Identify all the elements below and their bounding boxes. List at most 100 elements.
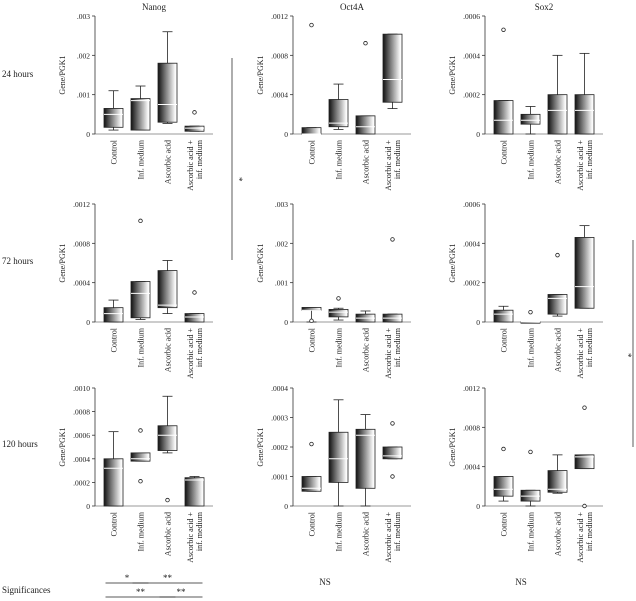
panel-7-xtick-label-inf-medium: Inf. medium: [137, 511, 146, 551]
charts-layer: Nanog 0 .001 .002 .003 Gene/PGK1 Control Inf. m…: [58, 2, 603, 563]
panel-7-ytick-label-4: .0008: [73, 408, 90, 417]
panel-1-title: Nanog: [142, 2, 166, 12]
panel-2-iqr-control: [301, 127, 322, 135]
panel-4-ytick-label-1: .0004: [73, 279, 90, 288]
panel-7-xtick-label-ascorbic-acid-inf-medium-1: inf. medium: [195, 511, 204, 551]
panel-7-xtick-label-ascorbic-acid-inf-medium-0: Ascorbic acid +: [186, 512, 195, 563]
panel-4-iqr-inf-medium: [130, 281, 151, 319]
panel-7-xtick-label-ascorbic-acid: Ascorbic acid: [164, 512, 173, 556]
panel-4-iqr-control: [103, 307, 124, 323]
panel-9-ytick-label-1: .0004: [463, 463, 480, 472]
panel-9-iqr-control: [493, 476, 514, 497]
panel-7-outlier-ascorbic-acid-0: [165, 497, 170, 503]
panel-6-xtick-label-ascorbic-acid-inf-medium-0: Ascorbic acid +: [576, 328, 585, 379]
panel-2-xtick-label-control: Control: [308, 139, 317, 164]
panel-8-ytick-label-0: 0: [284, 502, 288, 511]
panel-7-iqr-ascorbic-acid-inf-medium: [184, 477, 205, 507]
panel-9-box-ascorbic-acid-inf-medium: [574, 405, 595, 509]
panel-5-box-ascorbic-acid: [355, 310, 376, 323]
panel-2-ytick-label-0: 0: [284, 130, 288, 139]
panel-7-xtick-label-control: Control: [110, 511, 119, 536]
panel-3-xtick-label-ascorbic-acid-inf-medium-0: Ascorbic acid +: [576, 140, 585, 191]
panel-9-ytick-label-2: .0008: [463, 423, 480, 432]
significance-brackets: * **** **: [105, 573, 203, 598]
panel-3-iqr-control: [493, 100, 514, 135]
panel-2-box-ascorbic-acid-inf-medium: [382, 33, 403, 109]
panel-8-outlier-control-0: [309, 441, 314, 447]
panel-3-ytick-label-1: .0002: [463, 91, 480, 100]
panel-9-ylabel: Gene/PGK1: [448, 427, 457, 466]
panel-4-box-control: [103, 299, 124, 323]
panel-9-iqr-ascorbic-acid-inf-medium: [574, 454, 595, 470]
panel-3-box-ascorbic-acid-inf-medium: [574, 52, 595, 135]
panel-4-box-ascorbic-acid: [157, 260, 178, 314]
panel-7-box-ascorbic-acid: [157, 395, 178, 503]
panel-5-box-control: [301, 307, 322, 324]
panel-5-box-ascorbic-acid-inf-medium: [382, 237, 403, 323]
panel-9-xtick-label-ascorbic-acid: Ascorbic acid: [554, 512, 563, 556]
panel-6-outlier-inf-medium-0: [528, 309, 533, 315]
panel-8-xtick-label-ascorbic-acid-inf-medium-1: inf. medium: [393, 511, 402, 551]
panel-8-ytick-label-1: .0001: [271, 473, 288, 482]
panel-7-ylabel: Gene/PGK1: [58, 427, 67, 466]
panel-6-ylabel: Gene/PGK1: [448, 243, 457, 282]
panel-3-ytick-label-3: .0006: [463, 12, 480, 21]
oct4a-significance: NS: [319, 577, 331, 587]
panel-2-box-inf-medium: [328, 83, 349, 130]
panel-6-ytick-label-1: .0002: [463, 279, 480, 288]
panel-1-box-control: [103, 90, 124, 131]
panel-3-xtick-label-inf-medium: Inf. medium: [527, 139, 536, 179]
panel-5: 0 .001 .002 .003 Gene/PGK1 Control Inf. medium…: [256, 200, 411, 379]
panel-1-xtick-label-ascorbic-acid: Ascorbic acid: [164, 140, 173, 184]
panel-3-xtick-label-ascorbic-acid-inf-medium-1: inf. medium: [585, 139, 594, 179]
panel-3-xtick-label-control: Control: [500, 139, 509, 164]
panel-6-outlier-ascorbic-acid-0: [555, 252, 560, 258]
panel-5-xtick-label-inf-medium: Inf. medium: [335, 327, 344, 367]
panel-5-xtick-label-control: Control: [308, 327, 317, 352]
panel-8-iqr-ascorbic-acid: [355, 428, 376, 489]
panel-6-xtick-label-ascorbic-acid-inf-medium-1: inf. medium: [585, 327, 594, 367]
panel-8-outlier-ascorbic-acid-inf-medium-0: [390, 421, 395, 426]
panel-8: 0 .0001 .0002 .0003 .0004 Gene/PGK1 Control Inf…: [256, 384, 411, 563]
panel-3-box-inf-medium: [520, 106, 541, 135]
panel-2-outlier-control-0: [309, 22, 314, 28]
panel-9-outlier-ascorbic-acid-inf-medium-1: [582, 503, 587, 509]
panel-7-outlier-inf-medium-0: [138, 428, 143, 433]
panel-2-iqr-ascorbic-acid-inf-medium: [382, 33, 403, 103]
panel-9-ytick-label-0: 0: [476, 502, 480, 511]
panel-7-iqr-inf-medium: [130, 452, 151, 462]
panel-8-xtick-label-inf-medium: Inf. medium: [335, 511, 344, 551]
panel-1-outlier-ascorbic-acid-inf-medium-0: [192, 110, 197, 115]
panel-5-iqr-inf-medium: [328, 309, 349, 318]
panel-2-box-ascorbic-acid: [355, 41, 376, 135]
row-label-24h: 24 hours: [2, 69, 34, 79]
panel-9: 0 .0004 .0008 .0012 Gene/PGK1 Control Inf. med…: [448, 384, 603, 563]
panel-4-xtick-label-control: Control: [110, 327, 119, 352]
panel-1-ytick-label-1: .001: [77, 91, 90, 100]
panel-8-ytick-label-4: .0004: [271, 384, 288, 393]
panel-9-outlier-ascorbic-acid-inf-medium-0: [582, 405, 587, 410]
sox2-72-120-bracket: *: [623, 240, 634, 447]
panel-7-ytick-label-0: 0: [86, 502, 90, 511]
panel-8-ytick-label-3: .0003: [271, 414, 288, 423]
panel-4-iqr-ascorbic-acid: [157, 270, 178, 309]
panel-6-ytick-label-0: 0: [476, 318, 480, 327]
panel-6-box-ascorbic-acid-inf-medium: [574, 225, 595, 309]
panel-7-ytick-label-1: .0002: [73, 478, 90, 487]
panel-9-ytick-label-3: .0012: [463, 384, 480, 393]
panel-4-iqr-ascorbic-acid-inf-medium: [184, 313, 205, 323]
panel-2-outlier-ascorbic-acid-0: [363, 41, 368, 46]
panel-4-ytick-label-0: 0: [86, 318, 90, 327]
panel-1-ytick-label-2: .002: [77, 51, 90, 60]
panel-3-box-ascorbic-acid: [547, 54, 568, 135]
panel-7-outlier-inf-medium-1: [138, 479, 143, 484]
panel-9-box-ascorbic-acid: [547, 454, 568, 494]
panel-6-xtick-label-control: Control: [500, 327, 509, 352]
sox2-significance: NS: [515, 577, 527, 587]
panel-8-iqr-inf-medium: [328, 431, 349, 483]
panel-2-ytick-label-1: .0004: [271, 91, 288, 100]
panel-6-xtick-label-inf-medium: Inf. medium: [527, 327, 536, 367]
panel-4-ytick-label-3: .0012: [73, 200, 90, 209]
panel-8-ytick-label-2: .0002: [271, 443, 288, 452]
